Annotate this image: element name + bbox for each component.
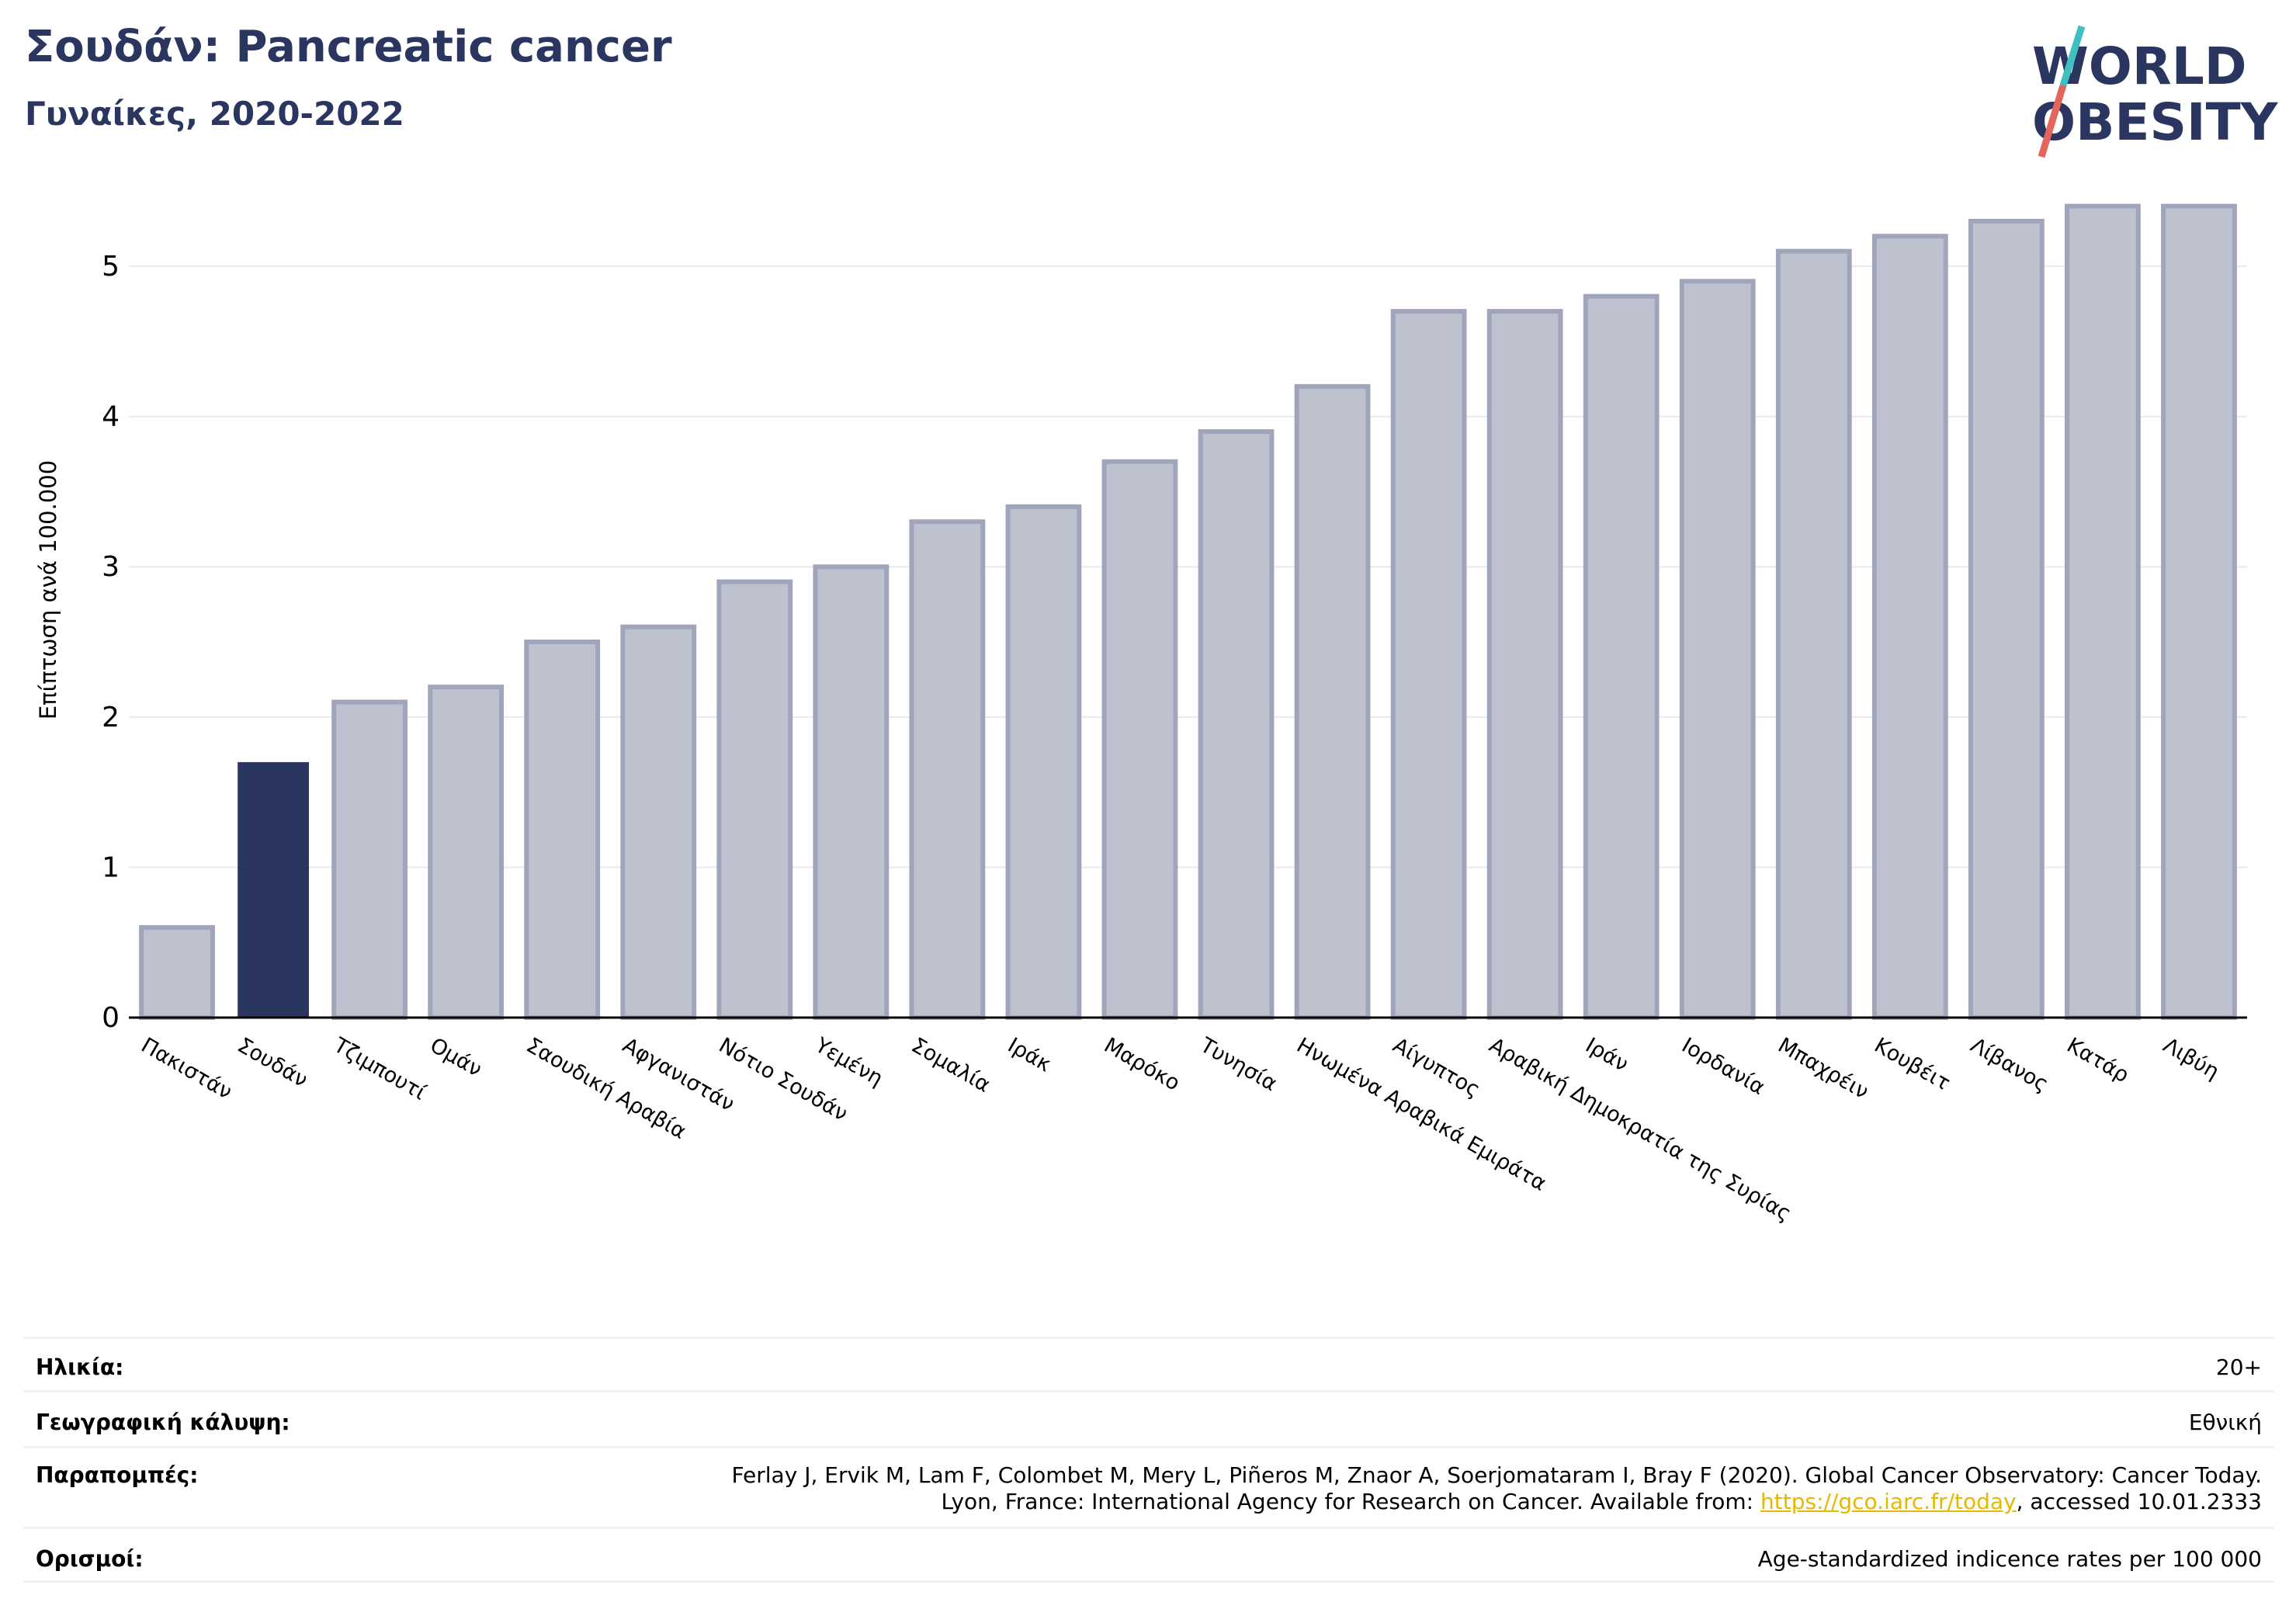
y-tick-label: 2 xyxy=(102,702,120,733)
bar-12 xyxy=(1294,383,1371,1020)
bar-15 xyxy=(1583,293,1660,1021)
bar-3 xyxy=(428,685,505,1021)
bar-19 xyxy=(1968,218,2045,1020)
x-tick-label: Μπαχρέιν xyxy=(1774,1033,1872,1104)
x-tick-label: Πακιστάν xyxy=(137,1033,237,1105)
bar-5 xyxy=(620,624,697,1020)
bar-2 xyxy=(331,699,408,1020)
geo-label: Γεωγραφική κάλυψη: xyxy=(36,1410,290,1435)
age-value: 20+ xyxy=(2215,1354,2262,1380)
bar-4 xyxy=(524,640,601,1020)
x-tick-label: Τζιμπουτί xyxy=(329,1033,430,1105)
x-tick-label: Σομαλία xyxy=(907,1033,994,1098)
references-label: Παραπομπές: xyxy=(36,1462,199,1488)
bar-13 xyxy=(1390,309,1467,1020)
y-tick-label: 1 xyxy=(102,851,120,883)
y-tick-label: 0 xyxy=(102,1002,120,1034)
bar-8 xyxy=(909,519,986,1020)
info-row-geo: Γεωγραφική κάλυψη: Εθνική xyxy=(23,1390,2274,1446)
bar-10 xyxy=(1101,459,1178,1020)
svg-text:OBESITY: OBESITY xyxy=(2032,92,2279,152)
world-obesity-logo: WORLD OBESITY xyxy=(2032,25,2279,158)
x-tick-label: Σαουδική Αραβία xyxy=(522,1033,690,1144)
references-value: Ferlay J, Ervik M, Lam F, Colombet M, Me… xyxy=(731,1462,2262,1515)
x-tick-label: Τυνησία xyxy=(1195,1033,1281,1097)
x-tick-label: Λιβύη xyxy=(2159,1033,2223,1084)
bar-9 xyxy=(1005,504,1082,1020)
x-tick-label: Αραβική Δημοκρατία της Συρίας xyxy=(1485,1033,1795,1226)
info-row-definitions: Ορισμοί: Age-standardized indicence rate… xyxy=(23,1527,2274,1583)
x-tick-label: Μαρόκο xyxy=(1100,1033,1184,1095)
page-title: Σουδάν: Pancreatic cancer xyxy=(25,22,672,72)
y-tick-label: 4 xyxy=(102,401,120,433)
x-tick-label: Υεμένη xyxy=(810,1033,887,1091)
x-tick-label: Ιορδανία xyxy=(1677,1033,1769,1100)
geo-value: Εθνική xyxy=(2188,1410,2262,1435)
y-tick-label: 5 xyxy=(102,251,120,283)
references-line-2-pre: Lyon, France: International Agency for R… xyxy=(941,1489,1760,1514)
bar-7 xyxy=(813,564,890,1020)
bar-1 xyxy=(238,761,309,1018)
bar-16 xyxy=(1679,279,1756,1020)
y-tick-label: 3 xyxy=(102,551,120,583)
bar-14 xyxy=(1486,309,1563,1020)
x-tick-label: Κουβέιτ xyxy=(1870,1033,1954,1095)
bar-18 xyxy=(1871,234,1948,1020)
definitions-label: Ορισμοί: xyxy=(36,1546,144,1572)
bar-11 xyxy=(1198,428,1275,1020)
references-link[interactable]: https://gco.iarc.fr/today xyxy=(1760,1489,2017,1514)
info-table: Ηλικία: 20+ Γεωγραφική κάλυψη: Εθνική Πα… xyxy=(23,1337,2274,1583)
y-axis-label: Επίπτωση ανά 100.000 xyxy=(35,460,61,720)
info-row-age: Ηλικία: 20+ xyxy=(23,1337,2274,1390)
definitions-value: Age-standardized indicence rates per 100… xyxy=(1757,1546,2262,1572)
bar-17 xyxy=(1775,248,1852,1020)
info-row-references: Παραπομπές: Ferlay J, Ervik M, Lam F, Co… xyxy=(23,1446,2274,1527)
references-line-1: Ferlay J, Ervik M, Lam F, Colombet M, Me… xyxy=(731,1462,2262,1488)
age-label: Ηλικία: xyxy=(36,1354,124,1380)
bar-20 xyxy=(2065,203,2141,1020)
y-tick-labels: 0 1 2 3 4 5 xyxy=(102,251,120,1034)
bars xyxy=(139,203,2237,1021)
x-tick-label: Κατάρ xyxy=(2062,1033,2133,1087)
x-tick-label: Λίβανος xyxy=(1966,1033,2052,1097)
bar-6 xyxy=(716,579,793,1020)
x-tick-label: Σουδάν xyxy=(234,1033,312,1092)
x-tick-label: Ομάν xyxy=(426,1033,486,1082)
page-subtitle: Γυναίκες, 2020-2022 xyxy=(25,95,404,133)
bar-0 xyxy=(139,924,215,1020)
x-tick-label: Ιράν xyxy=(1581,1033,1632,1077)
x-tick-label: Ιράκ xyxy=(1004,1033,1056,1077)
bar-21 xyxy=(2161,203,2237,1020)
references-line-2-post: , accessed 10.01.2333 xyxy=(2016,1489,2262,1514)
